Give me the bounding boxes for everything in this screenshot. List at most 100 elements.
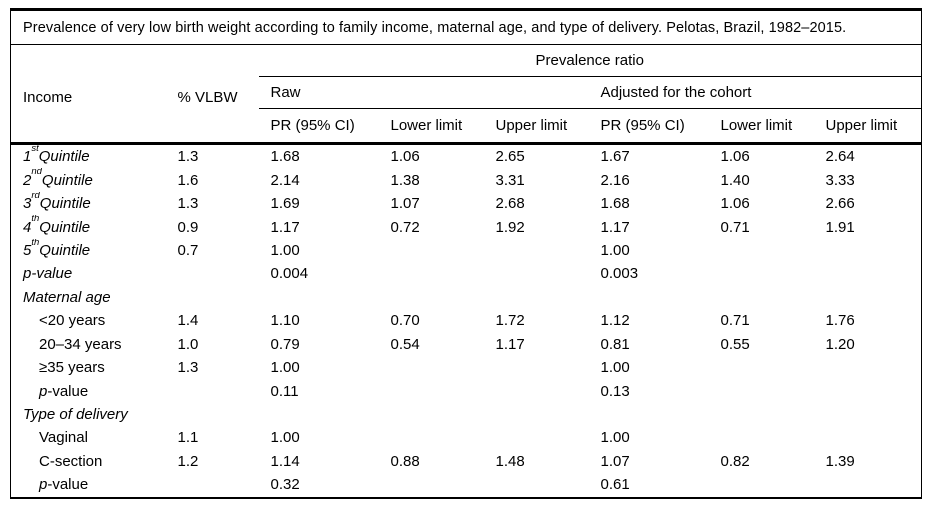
table-title: Prevalence of very low birth weight acco… <box>10 9 922 45</box>
cell-upper-raw: 1.17 <box>495 335 525 353</box>
cell-empty <box>379 286 484 309</box>
cell-empty <box>589 403 709 426</box>
col-header-vlbw: % VLBW <box>165 44 259 145</box>
row-label: 4thQuintile <box>11 215 166 238</box>
cell-pr-raw: 1.68 <box>270 148 300 166</box>
cell-lower-raw <box>379 379 484 402</box>
cell-pr-adjusted: 1.68 <box>600 195 630 213</box>
header-row-raw-adjusted: Raw Adjusted for the cohort <box>11 76 922 109</box>
section-label: Type of delivery <box>23 406 128 424</box>
cell-lower-raw <box>379 262 484 285</box>
cell-pr-adjusted: 0.61 <box>600 476 630 494</box>
ordinal-superscript: st <box>31 143 39 154</box>
cell-upper-adjusted: 1.20 <box>825 335 855 353</box>
cell-vlbw: 1.2 <box>177 452 199 470</box>
cell-empty <box>709 286 814 309</box>
cell-lower-raw <box>379 239 484 262</box>
cell-upper-adjusted <box>814 239 922 262</box>
cell-vlbw: 1.6 <box>177 171 199 189</box>
cell-upper-raw <box>484 426 589 449</box>
cell-vlbw: 1.4 <box>177 312 199 330</box>
row-income-quintile-5: 5thQuintile 0.7 1.00 1.00 <box>11 239 922 262</box>
row-delivery-csection: C-section 1.2 1.14 0.88 1.48 1.07 0.82 1… <box>11 450 922 473</box>
cell-vlbw: 1.3 <box>177 195 199 213</box>
cell-lower-adjusted: 0.55 <box>720 335 750 353</box>
cell-upper-adjusted <box>814 426 922 449</box>
cell-vlbw <box>166 473 259 497</box>
cell-vlbw: 1.3 <box>177 148 199 166</box>
cell-upper-raw <box>484 239 589 262</box>
row-label: 5thQuintile <box>11 239 166 262</box>
row-label: 2ndQuintile <box>11 168 166 191</box>
cell-pr-raw: 1.00 <box>270 241 300 259</box>
cell-empty <box>709 403 814 426</box>
cell-pr-raw: 1.10 <box>270 312 300 330</box>
row-label: p-value <box>39 476 89 494</box>
cell-empty <box>259 286 379 309</box>
col-header-pr-ci-raw: PR (95% CI) <box>258 108 379 145</box>
row-income-quintile-1: 1stQuintile 1.3 1.68 1.06 2.65 1.67 1.06… <box>11 144 922 169</box>
cell-empty <box>259 403 379 426</box>
cell-vlbw: 1.3 <box>177 359 199 377</box>
cell-lower-raw: 0.88 <box>390 452 420 470</box>
ordinal-superscript: rd <box>31 191 40 201</box>
cell-upper-adjusted: 1.91 <box>825 218 855 236</box>
cell-upper-adjusted <box>814 262 922 285</box>
row-income-quintile-4: 4thQuintile 0.9 1.17 0.72 1.92 1.17 0.71… <box>11 215 922 238</box>
cell-pr-adjusted: 1.00 <box>600 429 630 447</box>
cell-upper-raw: 3.31 <box>495 171 525 189</box>
cell-pr-raw: 2.14 <box>270 171 300 189</box>
cell-lower-adjusted: 1.06 <box>720 195 750 213</box>
cell-lower-adjusted <box>709 239 814 262</box>
cell-vlbw: 1.0 <box>177 335 199 353</box>
row-age-20-34: 20–34 years 1.0 0.79 0.54 1.17 0.81 0.55… <box>11 333 922 356</box>
cell-upper-raw <box>484 379 589 402</box>
cell-upper-raw <box>484 356 589 379</box>
cell-pr-adjusted: 0.81 <box>600 335 630 353</box>
ordinal-superscript: nd <box>31 168 42 178</box>
cell-pr-raw: 1.14 <box>270 452 300 470</box>
cell-vlbw: 0.7 <box>177 241 199 259</box>
cell-lower-raw <box>379 426 484 449</box>
cell-lower-raw <box>379 473 484 497</box>
cell-upper-raw: 1.48 <box>495 452 525 470</box>
col-header-income: Income <box>10 44 166 145</box>
cell-upper-raw <box>484 262 589 285</box>
cell-lower-adjusted: 0.71 <box>720 312 750 330</box>
cell-pr-raw: 0.004 <box>270 265 309 283</box>
ordinal-superscript: th <box>31 215 40 225</box>
ordinal-superscript: th <box>31 238 40 248</box>
row-label: 1stQuintile <box>23 143 90 166</box>
row-income-pvalue: p-value 0.004 0.003 <box>11 262 922 285</box>
row-age-35-plus: ≥35 years 1.3 1.00 1.00 <box>11 356 922 379</box>
cell-lower-raw <box>379 356 484 379</box>
section-label: Maternal age <box>23 288 111 306</box>
cell-pr-raw: 1.69 <box>270 195 300 213</box>
cell-pr-adjusted: 1.00 <box>600 359 630 377</box>
cell-pr-adjusted: 1.07 <box>600 452 630 470</box>
row-delivery-vaginal: Vaginal 1.1 1.00 1.00 <box>11 426 922 449</box>
cell-lower-adjusted: 0.71 <box>720 218 750 236</box>
row-label: ≥35 years <box>39 359 105 377</box>
col-header-lower-adjusted: Lower limit <box>708 108 814 145</box>
row-income-quintile-3: 3rdQuintile 1.3 1.69 1.07 2.68 1.68 1.06… <box>11 192 922 215</box>
cell-lower-adjusted <box>709 356 814 379</box>
section-row-type-of-delivery: Type of delivery <box>11 403 922 426</box>
cell-lower-adjusted: 1.06 <box>720 148 750 166</box>
row-label: 20–34 years <box>39 335 122 353</box>
cell-upper-adjusted <box>814 356 922 379</box>
cell-lower-raw: 0.70 <box>390 312 420 330</box>
row-age-under-20: <20 years 1.4 1.10 0.70 1.72 1.12 0.71 1… <box>11 309 922 332</box>
table-caption-row: Prevalence of very low birth weight acco… <box>10 9 922 45</box>
row-age-pvalue: p-value 0.11 0.13 <box>11 379 922 402</box>
row-label: C-section <box>39 452 103 470</box>
row-label: Vaginal <box>39 429 88 447</box>
cell-empty <box>484 286 589 309</box>
cell-upper-raw: 1.72 <box>495 312 525 330</box>
row-delivery-pvalue: p-value 0.32 0.61 <box>11 473 922 497</box>
cell-vlbw: 0.9 <box>177 218 199 236</box>
cell-empty <box>814 286 922 309</box>
cell-empty <box>589 286 709 309</box>
cell-pr-raw: 0.11 <box>270 382 299 400</box>
